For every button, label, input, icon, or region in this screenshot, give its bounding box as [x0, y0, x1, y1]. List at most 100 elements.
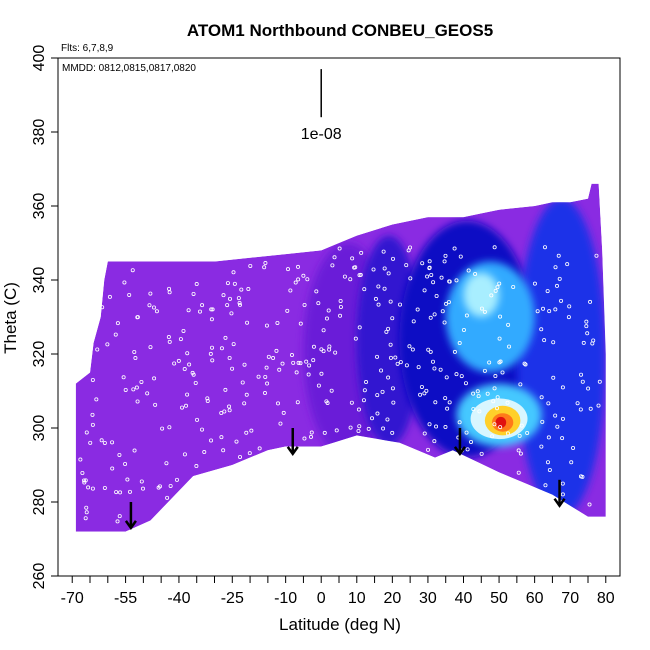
observation-point — [434, 294, 439, 299]
observation-point — [393, 355, 398, 360]
observation-point — [390, 430, 395, 435]
observation-point — [588, 299, 593, 304]
observation-point — [554, 283, 559, 288]
observation-point — [326, 308, 331, 313]
observation-point — [540, 419, 545, 424]
observation-point — [357, 424, 362, 429]
observation-point — [443, 425, 448, 430]
observation-point — [210, 345, 215, 350]
observation-point — [427, 259, 432, 264]
x-tick-label: 70 — [561, 590, 579, 607]
observation-point — [316, 301, 321, 306]
observation-point — [80, 470, 85, 475]
observation-point — [185, 392, 190, 397]
observation-point — [445, 406, 450, 411]
observation-point — [115, 519, 120, 524]
observation-point — [205, 396, 210, 401]
observation-point — [186, 308, 191, 313]
observation-point — [152, 376, 157, 381]
observation-point — [422, 288, 427, 293]
observation-point — [231, 342, 236, 347]
observation-point — [416, 365, 421, 370]
observation-point — [471, 407, 476, 412]
observation-point — [476, 394, 481, 399]
observation-point — [321, 328, 326, 333]
observation-point — [90, 422, 95, 427]
observation-point — [452, 246, 457, 251]
observation-point — [117, 452, 122, 457]
field-layer — [75, 183, 606, 532]
observation-point — [100, 305, 105, 310]
observation-point — [356, 407, 361, 412]
observation-point — [348, 425, 353, 430]
observation-point — [185, 351, 190, 356]
observation-point — [457, 420, 462, 425]
observation-point — [302, 302, 307, 307]
observation-point — [95, 347, 100, 352]
observation-point — [231, 270, 236, 275]
observation-point — [546, 435, 551, 440]
flight-arrow — [286, 428, 299, 457]
observation-point — [404, 363, 409, 368]
observation-point — [191, 291, 196, 296]
observation-point — [375, 354, 380, 359]
observation-point — [256, 374, 261, 379]
observation-point — [579, 372, 584, 377]
observation-point — [516, 470, 521, 475]
observation-point — [505, 431, 510, 436]
observation-point — [542, 338, 547, 343]
observation-point — [569, 460, 574, 465]
observation-point — [208, 351, 213, 356]
observation-point — [225, 281, 230, 286]
observation-point — [432, 366, 437, 371]
observation-point — [118, 490, 123, 495]
observation-point — [495, 395, 500, 400]
observation-point — [249, 428, 254, 433]
observation-point — [209, 438, 214, 443]
observation-point — [539, 395, 544, 400]
observation-point — [422, 431, 427, 436]
observation-point — [395, 361, 400, 366]
observation-point — [424, 388, 429, 393]
observation-point — [209, 317, 214, 322]
observation-point — [382, 266, 387, 271]
observation-point — [83, 478, 88, 483]
observation-point — [127, 489, 132, 494]
observation-point — [477, 409, 482, 414]
observation-point — [386, 271, 391, 276]
observation-point — [464, 430, 469, 435]
observation-point — [232, 281, 237, 286]
observation-point — [379, 368, 384, 373]
observation-point — [489, 293, 494, 298]
observation-point — [375, 393, 380, 398]
observation-point — [190, 370, 195, 375]
x-tick-label: 10 — [348, 590, 366, 607]
observation-point — [135, 315, 140, 320]
observation-point — [264, 323, 269, 328]
observation-point — [324, 316, 329, 321]
observation-point — [581, 340, 586, 345]
observation-point — [542, 245, 547, 250]
observation-point — [90, 412, 95, 417]
observation-point — [221, 448, 226, 453]
dates-annotation: MMDD: 0812,0815,0817,0820 — [62, 63, 196, 74]
observation-point — [123, 462, 128, 467]
observation-point — [83, 516, 88, 521]
observation-point — [84, 510, 89, 515]
observation-point — [433, 400, 438, 405]
observation-point — [539, 444, 544, 449]
observation-point — [99, 438, 104, 443]
observation-point — [447, 279, 452, 284]
y-tick-label: 300 — [31, 415, 48, 442]
observation-point — [560, 416, 565, 421]
observation-point — [296, 360, 301, 365]
observation-point — [127, 292, 132, 297]
observation-point — [275, 320, 280, 325]
observation-point — [543, 483, 548, 488]
observation-point — [557, 276, 562, 281]
observation-point — [427, 422, 432, 427]
observation-point — [246, 287, 251, 292]
observation-point — [547, 309, 552, 314]
observation-point — [517, 433, 522, 438]
observation-point — [498, 359, 503, 364]
